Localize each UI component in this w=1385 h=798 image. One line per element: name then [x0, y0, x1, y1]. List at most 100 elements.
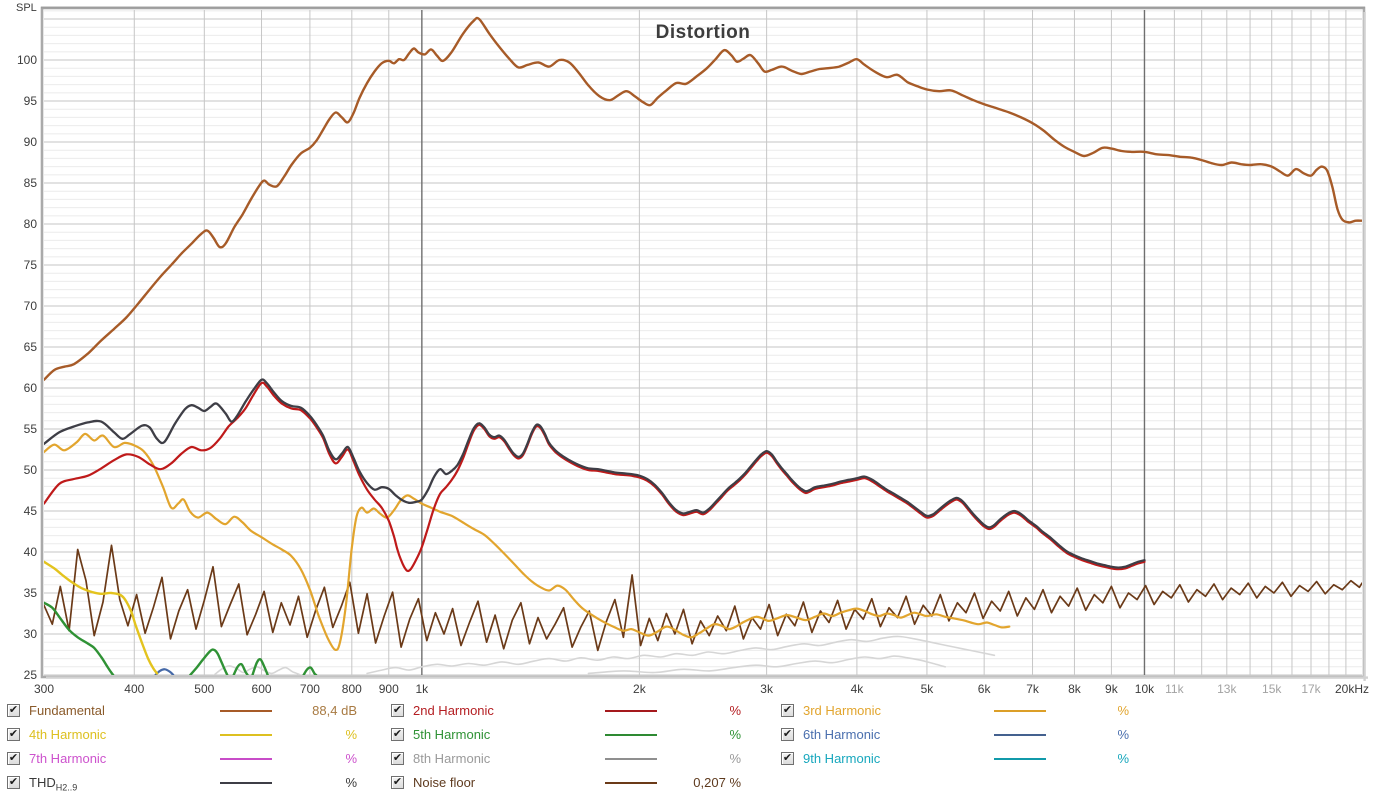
legend-label: Noise floor [413, 775, 476, 790]
legend-label: 2nd Harmonic [413, 703, 494, 718]
legend-label: THDH2..9 [29, 775, 78, 793]
x-tick-label: 9k [1105, 682, 1119, 696]
x-tick-label: 13k [1217, 682, 1237, 696]
legend-checkbox-9th-harmonic[interactable]: ✔ [781, 752, 794, 765]
legend-line-swatch [220, 782, 272, 784]
legend-checkbox-8th-harmonic[interactable]: ✔ [391, 752, 404, 765]
checkmark-icon: ✔ [392, 704, 403, 716]
checkmark-icon: ✔ [782, 704, 793, 716]
chart-title: Distortion [655, 22, 751, 43]
x-tick-label: 400 [124, 682, 144, 696]
legend-label: 3rd Harmonic [803, 703, 882, 718]
legend-checkbox-7th-harmonic[interactable]: ✔ [7, 752, 20, 765]
legend-value: % [1117, 751, 1129, 766]
y-axis-title: SPL [16, 2, 37, 14]
series-harmonic-5-line [189, 648, 229, 675]
legend-label: 9th Harmonic [803, 751, 881, 766]
checkmark-icon: ✔ [8, 704, 19, 716]
series-noise-floor-line [44, 544, 1362, 652]
legend-label: Fundamental [29, 703, 105, 718]
x-tick-label: 7k [1026, 682, 1040, 696]
y-tick-label: 75 [24, 258, 38, 272]
series-harmonic-5-line [251, 658, 269, 675]
legend-value: 0,207 % [693, 775, 741, 790]
y-tick-label: 35 [24, 586, 38, 600]
legend-value: % [729, 727, 741, 742]
legend-value: % [345, 751, 357, 766]
legend-line-swatch [605, 758, 657, 760]
gridlines [44, 10, 1362, 676]
x-tick-label: 11k [1165, 682, 1184, 696]
legend-checkbox-3rd-harmonic[interactable]: ✔ [781, 704, 794, 717]
plot-background [44, 10, 1362, 675]
y-tick-label: 100 [17, 53, 37, 67]
y-tick-label: 90 [24, 135, 38, 149]
legend-checkbox-4th-harmonic[interactable]: ✔ [7, 728, 20, 741]
series-thd-line [44, 378, 1146, 569]
series-harmonic-8-line [213, 665, 300, 675]
legend-label: 6th Harmonic [803, 727, 881, 742]
y-tick-label: 70 [24, 299, 38, 313]
legend-value: % [345, 775, 357, 790]
y-tick-label: 60 [24, 381, 38, 395]
x-tick-label: 6k [978, 682, 992, 696]
y-tick-label: 95 [24, 94, 38, 108]
checkmark-icon: ✔ [782, 728, 793, 740]
legend-line-swatch [994, 734, 1046, 736]
x-tick-label: 500 [194, 682, 214, 696]
legend-label-subscript: H2..9 [55, 782, 78, 793]
checkmark-icon: ✔ [8, 728, 19, 740]
series-harmonic-5-line [44, 601, 115, 675]
y-tick-label: 30 [24, 627, 38, 641]
legend-checkbox-2nd-harmonic[interactable]: ✔ [391, 704, 404, 717]
x-tick-label: 600 [252, 682, 272, 696]
legend-value: % [345, 727, 357, 742]
x-tick-label: 300 [34, 682, 54, 696]
legend-value: % [729, 751, 741, 766]
legend-line-swatch [220, 734, 272, 736]
series-fundamental-line [44, 16, 1362, 381]
legend-label: 7th Harmonic [29, 751, 107, 766]
legend-checkbox-fundamental[interactable]: ✔ [7, 704, 20, 717]
legend-checkbox-noise-floor[interactable]: ✔ [391, 776, 404, 789]
y-tick-label: 45 [24, 504, 38, 518]
x-tick-label: 17k [1301, 682, 1321, 696]
series-harmonic-6-line [154, 668, 175, 675]
y-tick-label: 65 [24, 340, 38, 354]
legend-line-swatch [605, 710, 657, 712]
series-harmonic-4-line [44, 560, 159, 675]
y-tick-label: 55 [24, 422, 38, 436]
legend-checkbox-6th-harmonic[interactable]: ✔ [781, 728, 794, 741]
x-tick-label: 15k [1262, 682, 1282, 696]
series-harmonic-5-line [302, 666, 318, 675]
legend-value: % [729, 703, 741, 718]
y-tick-label: 50 [24, 463, 38, 477]
checkmark-icon: ✔ [392, 776, 403, 788]
x-tick-label: 900 [379, 682, 399, 696]
legend-value: % [1117, 703, 1129, 718]
legend-line-swatch [220, 758, 272, 760]
legend-line-swatch [605, 734, 657, 736]
legend-label: 8th Harmonic [413, 751, 491, 766]
series-harmonic-3-line [44, 432, 1011, 652]
legend-line-swatch [605, 782, 657, 784]
checkmark-icon: ✔ [782, 752, 793, 764]
x-tick-label: 3k [760, 682, 774, 696]
y-tick-label: 40 [24, 545, 38, 559]
series-harmonic-8-line [587, 655, 946, 675]
x-tick-label: 8k [1068, 682, 1082, 696]
legend-line-swatch [994, 758, 1046, 760]
legend-checkbox-5th-harmonic[interactable]: ✔ [391, 728, 404, 741]
y-tick-label: 25 [24, 668, 38, 682]
x-tick-label: 2k [633, 682, 647, 696]
x-tick-label: 700 [300, 682, 320, 696]
legend-checkbox-thd[interactable]: ✔ [7, 776, 20, 789]
legend-line-swatch [220, 710, 272, 712]
legend-value: 88,4 dB [312, 703, 357, 718]
y-tick-label: 85 [24, 176, 38, 190]
series-harmonic-5-line [232, 662, 249, 675]
checkmark-icon: ✔ [392, 728, 403, 740]
